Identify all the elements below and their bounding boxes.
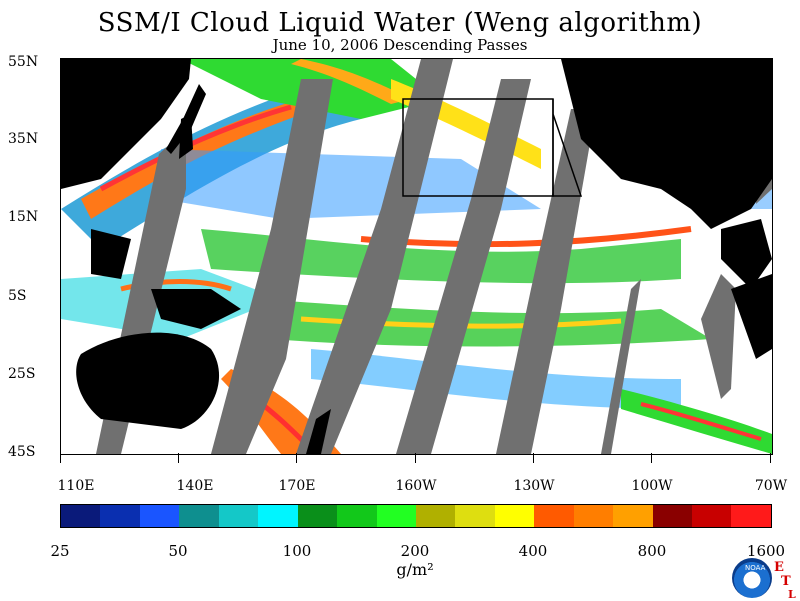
- colorbar-label-1600: 1600: [746, 542, 786, 560]
- colorbar-swatch: [652, 505, 692, 527]
- colorbar-label-400: 400: [518, 542, 548, 560]
- colorbar-units: g/m²: [396, 560, 434, 579]
- lon-label-140e: 140E: [176, 478, 214, 494]
- lat-label-5s: 5S: [8, 288, 27, 304]
- colorbar-swatch: [455, 505, 495, 527]
- lon-label-100w: 100W: [631, 478, 673, 494]
- lat-label-35n: 35N: [8, 131, 39, 147]
- colorbar-swatch: [613, 505, 653, 527]
- noaa-logo-text: NOAA: [745, 564, 766, 572]
- lon-label-170e: 170E: [278, 478, 316, 494]
- noaa-logo-icon: [732, 558, 772, 598]
- colorbar-label-100: 100: [282, 542, 312, 560]
- colorbar-swatch: [100, 505, 140, 527]
- colorbar-swatch: [731, 505, 771, 527]
- colorbar-swatch: [376, 505, 416, 527]
- map-panel: [60, 58, 773, 455]
- colorbar-swatch: [179, 505, 219, 527]
- lon-label-70w: 70W: [754, 478, 788, 494]
- colorbar-swatch: [61, 505, 101, 527]
- lat-label-55n: 55N: [8, 54, 39, 70]
- etl-letter-t: T: [781, 574, 791, 589]
- etl-letter-e: E: [774, 560, 784, 575]
- colorbar-swatch: [337, 505, 377, 527]
- colorbar-label-200: 200: [400, 542, 430, 560]
- lat-label-25s: 25S: [8, 366, 36, 382]
- lon-label-130w: 130W: [513, 478, 555, 494]
- chart-title: SSM/I Cloud Liquid Water (Weng algorithm…: [97, 8, 703, 38]
- colorbar-swatch: [534, 505, 574, 527]
- colorbar-swatch: [218, 505, 259, 527]
- lon-label-110e: 110E: [57, 478, 95, 494]
- colorbar-label-800: 800: [637, 542, 667, 560]
- lat-label-15n: 15N: [8, 209, 39, 225]
- chart-subtitle: June 10, 2006 Descending Passes: [272, 36, 528, 54]
- colorbar-swatch: [139, 505, 180, 527]
- colorbar: [60, 504, 772, 528]
- colorbar-swatch: [415, 505, 456, 527]
- colorbar-swatch: [297, 505, 338, 527]
- colorbar-label-25: 25: [50, 542, 70, 560]
- colorbar-swatch: [573, 505, 614, 527]
- colorbar-label-50: 50: [168, 542, 188, 560]
- map-svg: [61, 59, 772, 454]
- colorbar-swatch: [494, 505, 535, 527]
- lon-label-160w: 160W: [395, 478, 437, 494]
- land-masses: [61, 59, 772, 454]
- etl-letter-l: L: [788, 588, 796, 601]
- colorbar-swatch: [692, 505, 732, 527]
- colorbar-swatch: [258, 505, 298, 527]
- lat-label-45s: 45S: [8, 444, 36, 460]
